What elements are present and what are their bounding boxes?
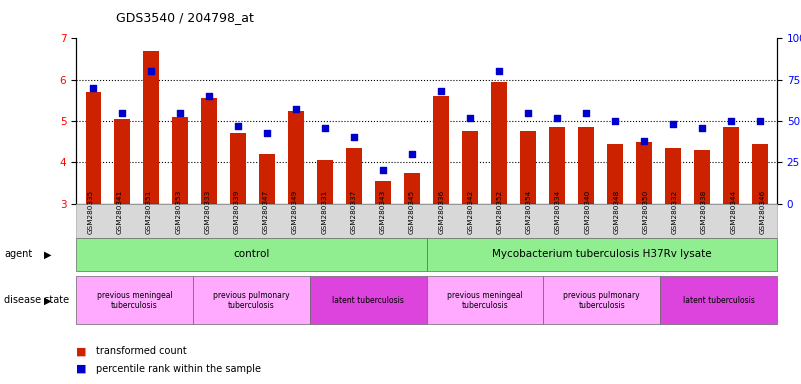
Bar xyxy=(636,142,652,204)
Point xyxy=(464,114,477,121)
Text: GSM280342: GSM280342 xyxy=(467,190,473,234)
Bar xyxy=(288,111,304,204)
Text: GSM280331: GSM280331 xyxy=(321,190,328,234)
Point xyxy=(753,118,766,124)
Text: ■: ■ xyxy=(76,346,87,356)
Text: GSM280334: GSM280334 xyxy=(555,190,561,234)
Text: GSM280347: GSM280347 xyxy=(263,190,269,234)
Text: GSM280335: GSM280335 xyxy=(87,190,94,234)
Text: Mycobacterium tuberculosis H37Rv lysate: Mycobacterium tuberculosis H37Rv lysate xyxy=(492,249,711,260)
Text: GSM280354: GSM280354 xyxy=(525,190,532,234)
Point xyxy=(174,110,187,116)
Point xyxy=(405,151,418,157)
Text: GSM280344: GSM280344 xyxy=(731,190,736,234)
Text: GSM280341: GSM280341 xyxy=(117,190,123,234)
Text: GSM280352: GSM280352 xyxy=(497,190,502,234)
Bar xyxy=(491,82,507,204)
Text: latent tuberculosis: latent tuberculosis xyxy=(332,296,404,305)
Bar xyxy=(375,181,391,204)
Text: GSM280350: GSM280350 xyxy=(642,190,649,234)
Text: GSM280343: GSM280343 xyxy=(380,190,386,234)
Bar xyxy=(433,96,449,204)
Point xyxy=(666,121,679,127)
Point xyxy=(695,124,708,131)
Bar xyxy=(665,148,681,204)
Bar xyxy=(751,144,767,204)
Text: agent: agent xyxy=(4,249,32,260)
Text: control: control xyxy=(233,249,269,260)
Text: GSM280351: GSM280351 xyxy=(146,190,152,234)
Text: transformed count: transformed count xyxy=(96,346,187,356)
Bar xyxy=(607,144,622,204)
Point xyxy=(319,124,332,131)
Text: percentile rank within the sample: percentile rank within the sample xyxy=(96,364,261,374)
Text: GSM280349: GSM280349 xyxy=(292,190,298,234)
Bar xyxy=(346,148,362,204)
Bar xyxy=(520,131,536,204)
Point xyxy=(87,85,100,91)
Text: GSM280348: GSM280348 xyxy=(614,190,619,234)
Point xyxy=(203,93,215,99)
Point xyxy=(116,110,129,116)
Point xyxy=(724,118,737,124)
Bar xyxy=(231,133,246,204)
Point xyxy=(290,106,303,113)
Text: disease state: disease state xyxy=(4,295,69,306)
Text: GSM280336: GSM280336 xyxy=(438,190,444,234)
Point xyxy=(609,118,622,124)
Bar xyxy=(694,150,710,204)
Text: GSM280338: GSM280338 xyxy=(701,190,707,234)
Text: GSM280353: GSM280353 xyxy=(175,190,181,234)
Bar xyxy=(549,127,565,204)
Text: latent tuberculosis: latent tuberculosis xyxy=(682,296,755,305)
Point xyxy=(579,110,592,116)
Text: previous meningeal
tuberculosis: previous meningeal tuberculosis xyxy=(97,291,172,310)
Point xyxy=(493,68,505,74)
Text: GSM280346: GSM280346 xyxy=(759,190,766,234)
Text: previous pulmonary
tuberculosis: previous pulmonary tuberculosis xyxy=(213,291,290,310)
Point xyxy=(145,68,158,74)
Bar xyxy=(260,154,276,204)
Point xyxy=(521,110,534,116)
Point xyxy=(376,167,389,174)
Text: GSM280337: GSM280337 xyxy=(351,190,356,234)
Text: ▶: ▶ xyxy=(44,249,51,260)
Text: ▶: ▶ xyxy=(44,295,51,306)
Bar xyxy=(201,98,217,204)
Point xyxy=(550,114,563,121)
Bar xyxy=(404,172,420,204)
Text: GDS3540 / 204798_at: GDS3540 / 204798_at xyxy=(116,12,254,25)
Bar xyxy=(143,51,159,204)
Text: GSM280332: GSM280332 xyxy=(672,190,678,234)
Text: ■: ■ xyxy=(76,364,87,374)
Bar xyxy=(723,127,739,204)
Bar xyxy=(86,92,102,204)
Bar xyxy=(172,117,188,204)
Text: GSM280340: GSM280340 xyxy=(584,190,590,234)
Bar xyxy=(462,131,478,204)
Point xyxy=(435,88,448,94)
Point xyxy=(261,129,274,136)
Bar xyxy=(317,160,333,204)
Bar xyxy=(578,127,594,204)
Point xyxy=(638,138,650,144)
Text: previous pulmonary
tuberculosis: previous pulmonary tuberculosis xyxy=(563,291,640,310)
Text: GSM280345: GSM280345 xyxy=(409,190,415,234)
Text: GSM280333: GSM280333 xyxy=(204,190,211,234)
Bar xyxy=(115,119,131,204)
Point xyxy=(348,134,360,141)
Point xyxy=(231,123,244,129)
Text: previous meningeal
tuberculosis: previous meningeal tuberculosis xyxy=(447,291,523,310)
Text: GSM280339: GSM280339 xyxy=(234,190,239,234)
